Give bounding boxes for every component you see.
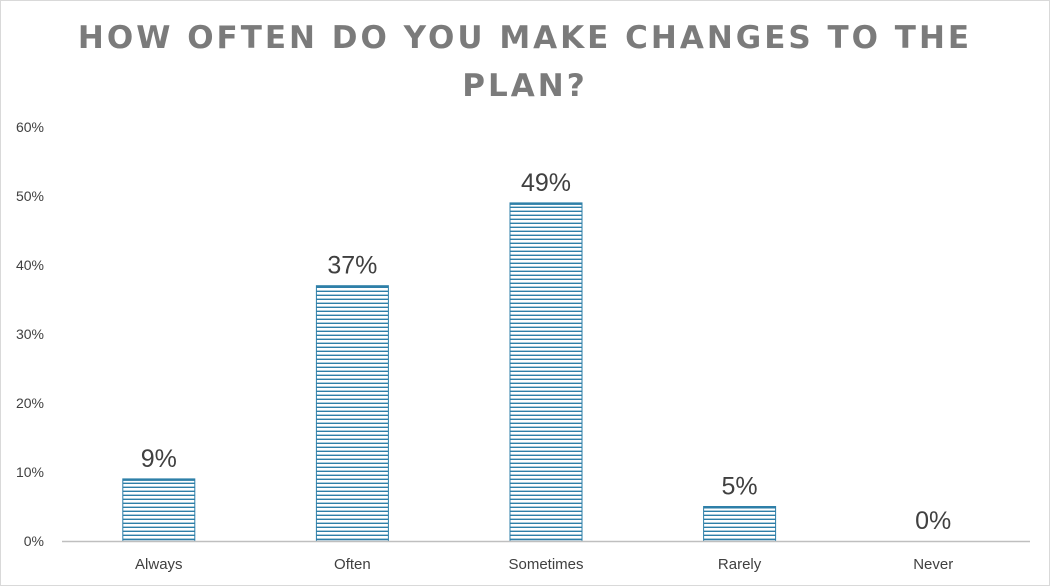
chart-title-line-2: PLAN?	[462, 68, 588, 104]
data-label: 37%	[327, 252, 377, 280]
bar-often	[315, 285, 389, 542]
data-labels: 9% 37% 49% 5% 0%	[141, 169, 952, 535]
chart-title-line-1: HOW OFTEN DO YOU MAKE CHANGES TO THE	[77, 20, 973, 56]
y-tick-label: 40%	[16, 257, 44, 273]
data-label: 5%	[722, 473, 758, 501]
bar-top-edge	[510, 202, 582, 205]
category-label: Always	[135, 556, 183, 573]
bar-rarely	[703, 506, 777, 542]
data-label: 49%	[521, 169, 571, 197]
y-tick-label: 50%	[16, 188, 44, 204]
y-tick-label: 10%	[16, 464, 44, 480]
y-tick-label: 30%	[16, 326, 44, 342]
bar-top-edge	[122, 478, 195, 481]
bar-top-edge	[316, 285, 389, 288]
category-labels: Always Often Sometimes Rarely Never	[135, 556, 953, 573]
bar-sometimes	[509, 202, 583, 542]
category-label: Rarely	[718, 556, 762, 573]
category-label: Never	[913, 556, 953, 573]
bar-top-edge	[703, 506, 776, 509]
y-tick-label: 0%	[24, 533, 44, 549]
data-label: 0%	[915, 507, 951, 535]
y-tick-label: 60%	[16, 119, 44, 135]
chart-title: HOW OFTEN DO YOU MAKE CHANGES TO THE PLA…	[0, 14, 1050, 110]
y-axis-labels: 0% 10% 20% 30% 40% 50% 60%	[16, 119, 44, 549]
y-tick-label: 20%	[16, 395, 44, 411]
data-label: 9%	[141, 445, 177, 473]
bar-always	[122, 478, 196, 542]
bars	[122, 202, 777, 542]
category-label: Often	[334, 556, 371, 573]
category-label: Sometimes	[508, 556, 583, 573]
